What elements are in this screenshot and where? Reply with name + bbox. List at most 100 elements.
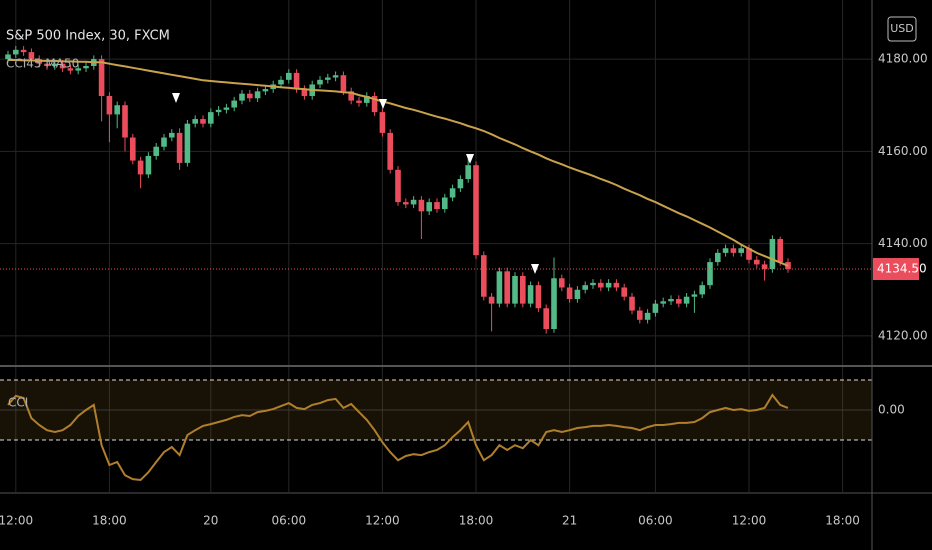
signal-marker [172, 93, 180, 103]
candle-body [356, 100, 362, 103]
candle-body [777, 239, 783, 263]
candle-body [52, 63, 58, 66]
candle-body [598, 282, 604, 288]
currency-label: USD [890, 22, 914, 35]
signal-marker [466, 154, 474, 164]
candle-body [761, 264, 768, 270]
candle-body [340, 75, 347, 92]
candle-body [605, 282, 612, 288]
candle-body [722, 248, 729, 253]
candle-body [348, 91, 354, 101]
candle-body [153, 146, 159, 156]
candle-body [699, 285, 705, 295]
candle-body [184, 123, 191, 163]
candle-body [215, 109, 222, 113]
candle-body [254, 91, 261, 99]
marks-layer [0, 46, 919, 482]
candle-body [293, 72, 300, 90]
candle-body [223, 107, 230, 110]
candle-body [465, 165, 471, 180]
candle-body [379, 112, 386, 133]
candle-body [512, 275, 518, 304]
candle-body [574, 289, 581, 300]
candle-body [278, 79, 284, 85]
candle-body [122, 105, 128, 138]
candle-body [769, 239, 776, 270]
candle-body [5, 54, 11, 60]
candle-body [590, 282, 596, 286]
x-tick-label: 12:00 [0, 514, 33, 528]
candle-body [371, 95, 378, 113]
candle-body [488, 296, 495, 304]
chart-title: S&P 500 Index, 30, FXCM [6, 29, 170, 44]
signal-marker [379, 99, 387, 109]
candle-body [691, 294, 698, 297]
candle-body [286, 72, 292, 80]
cci-title: CCI [8, 396, 28, 410]
currency-button[interactable] [887, 16, 917, 42]
x-tick-label: 06:00 [638, 514, 673, 528]
candle-body [457, 179, 464, 189]
candle-body [535, 285, 542, 309]
last-price-box [873, 258, 919, 281]
candle-body [262, 89, 269, 92]
y-tick-label: 4160.00 [878, 144, 928, 158]
candle-body [754, 259, 760, 265]
candle-body [621, 287, 627, 297]
candle-body [67, 68, 74, 71]
candle-body [543, 308, 549, 330]
candle-body [559, 278, 565, 288]
candle-body [387, 132, 393, 170]
candle-body [613, 282, 620, 288]
candle-body [106, 95, 113, 115]
labels-layer: 12:00 18:00 20 06:00 12:00 18:00 21 06:00 12:00 1… [0, 52, 928, 528]
candle-body [83, 65, 89, 69]
x-tick-label: 21 [562, 514, 577, 528]
candle-body [137, 160, 144, 175]
ma-line [8, 59, 789, 267]
candle-body [434, 202, 440, 210]
candle-body [730, 248, 737, 253]
candle-body [75, 68, 81, 71]
candle-body [176, 132, 183, 163]
candle-body [317, 79, 323, 85]
candle-body [403, 202, 409, 205]
candle-body [660, 301, 666, 304]
candle-body [247, 93, 253, 99]
candle-body [566, 287, 573, 300]
candle-body [114, 105, 120, 115]
candle-body [520, 275, 526, 304]
candle-body [130, 137, 136, 161]
candle-body [410, 199, 417, 205]
candle-body [418, 199, 425, 212]
candle-body [208, 112, 214, 124]
x-tick-label: 18:00 [459, 514, 494, 528]
candle-body [715, 252, 721, 263]
y-tick-label: 4180.00 [878, 52, 928, 66]
candle-body [442, 197, 448, 210]
candle-body [59, 63, 66, 69]
candle-body [364, 95, 370, 103]
candle-body [707, 262, 713, 286]
x-tick-label: 18:00 [825, 514, 860, 528]
candle-body [239, 93, 245, 101]
candle-body [192, 119, 198, 124]
candle-body [473, 165, 479, 256]
indicator-legend: CCI45 MA50 [6, 57, 79, 71]
grid-layer [0, 0, 872, 492]
x-tick-label: 18:00 [92, 514, 127, 528]
candle-body [504, 271, 510, 304]
cci-line [7, 393, 789, 482]
candle-body [231, 100, 237, 108]
y-tick-label: 4140.00 [878, 236, 928, 250]
candle-body [637, 310, 643, 320]
candle-body [481, 255, 487, 297]
candle-body [13, 49, 19, 55]
x-tick-label: 12:00 [365, 514, 400, 528]
candle-body [551, 278, 557, 330]
candle-body [644, 312, 651, 320]
y-tick-label: 0.00 [878, 403, 905, 417]
candle-body [145, 155, 152, 175]
